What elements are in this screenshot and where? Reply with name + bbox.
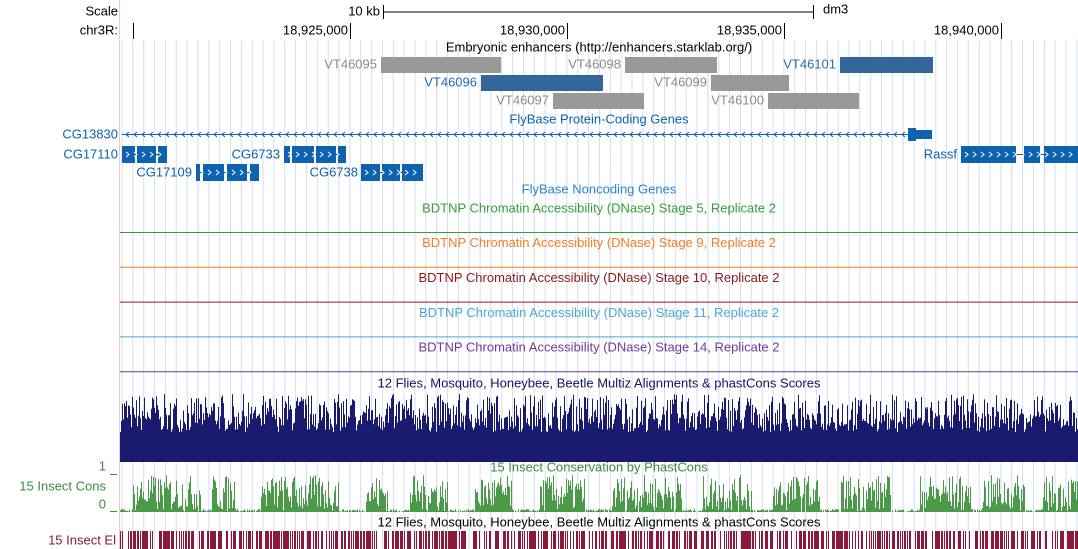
enhancer xyxy=(840,57,933,73)
gene-exon xyxy=(292,146,314,163)
track-title: BDTNP Chromatin Accessibility (DNase) St… xyxy=(422,200,776,215)
gene-exon xyxy=(361,164,380,181)
conserved-elements xyxy=(120,531,1078,549)
chrom-label: chr3R: xyxy=(80,22,118,37)
track-label: 15 Insect El xyxy=(48,532,116,547)
gene-exon xyxy=(203,164,224,181)
gene-label: CG6733 xyxy=(232,146,280,161)
gene-strand xyxy=(364,169,417,176)
gene-exon xyxy=(908,128,916,141)
ruler-position: 18,935,000 xyxy=(717,22,782,37)
enhancer-label: VT46099 xyxy=(654,74,707,89)
grid-lines xyxy=(121,40,1078,549)
gene-exon xyxy=(250,164,259,181)
gene-exon xyxy=(1044,146,1078,163)
enhancer xyxy=(481,75,603,91)
scale-max: 1 xyxy=(99,458,106,473)
gene-exon xyxy=(916,130,932,139)
gene-exon xyxy=(284,146,290,163)
enhancer-label: VT46101 xyxy=(783,56,836,71)
gene-exon xyxy=(158,146,167,163)
gene-exon xyxy=(338,146,346,163)
enhancer xyxy=(711,75,789,91)
scale-min: 0 xyxy=(99,496,106,511)
ruler-position: 18,940,000 xyxy=(934,22,999,37)
enhancer xyxy=(553,93,644,109)
gene-strand xyxy=(125,151,162,158)
scale-label: Scale xyxy=(85,3,118,18)
enhancer xyxy=(768,93,859,109)
track-title: Embryonic enhancers (http://enhancers.st… xyxy=(446,39,752,54)
gene-exon xyxy=(196,164,200,181)
track-title: BDTNP Chromatin Accessibility (DNase) St… xyxy=(419,305,779,320)
track-title: BDTNP Chromatin Accessibility (DNase) St… xyxy=(418,340,779,355)
track-title: 15 Insect Conservation by PhastCons xyxy=(490,459,708,474)
enhancer-label: VT46095 xyxy=(324,56,377,71)
scale-length: 10 kb xyxy=(348,3,380,18)
gene-label: CG13830 xyxy=(62,126,118,141)
enhancer-label: VT46098 xyxy=(568,56,621,71)
gene-exon xyxy=(402,164,423,181)
gene-strand xyxy=(964,151,1073,158)
gene-label: CG17109 xyxy=(136,164,192,179)
multiz-wiggle xyxy=(120,394,1078,462)
gene-exon xyxy=(227,164,247,181)
enhancer xyxy=(625,57,717,73)
track-title: 12 Flies, Mosquito, Honeybee, Beetle Mul… xyxy=(378,514,821,529)
gene-exon xyxy=(316,146,336,163)
gene-strand xyxy=(125,131,906,138)
assembly: dm3 xyxy=(823,1,848,16)
track-title: FlyBase Protein-Coding Genes xyxy=(509,111,689,126)
gene-exon xyxy=(961,146,1016,163)
ruler-position: 18,925,000 xyxy=(283,22,348,37)
gene-exon xyxy=(382,164,400,181)
gene-label: Rassf xyxy=(924,146,958,161)
enhancer xyxy=(381,57,501,73)
enhancer-label: VT46100 xyxy=(711,92,764,107)
phastcons-wiggle xyxy=(120,475,1078,512)
enhancer-label: VT46096 xyxy=(424,74,477,89)
track-title: BDTNP Chromatin Accessibility (DNase) St… xyxy=(422,235,776,250)
gene-strand xyxy=(287,151,340,158)
track-title: BDTNP Chromatin Accessibility (DNase) St… xyxy=(418,270,779,285)
track-title: 12 Flies, Mosquito, Honeybee, Beetle Mul… xyxy=(378,375,821,390)
gene-label: CG17110 xyxy=(63,146,118,161)
ruler-position: 18,930,000 xyxy=(500,22,565,37)
track-label: 15 Insect Cons xyxy=(19,478,106,493)
enhancer-label: VT46097 xyxy=(496,92,549,107)
gene-strand xyxy=(199,169,252,176)
track-title: FlyBase Noncoding Genes xyxy=(522,181,677,196)
gene-label: CG6738 xyxy=(310,164,358,179)
gene-exon xyxy=(137,146,156,163)
